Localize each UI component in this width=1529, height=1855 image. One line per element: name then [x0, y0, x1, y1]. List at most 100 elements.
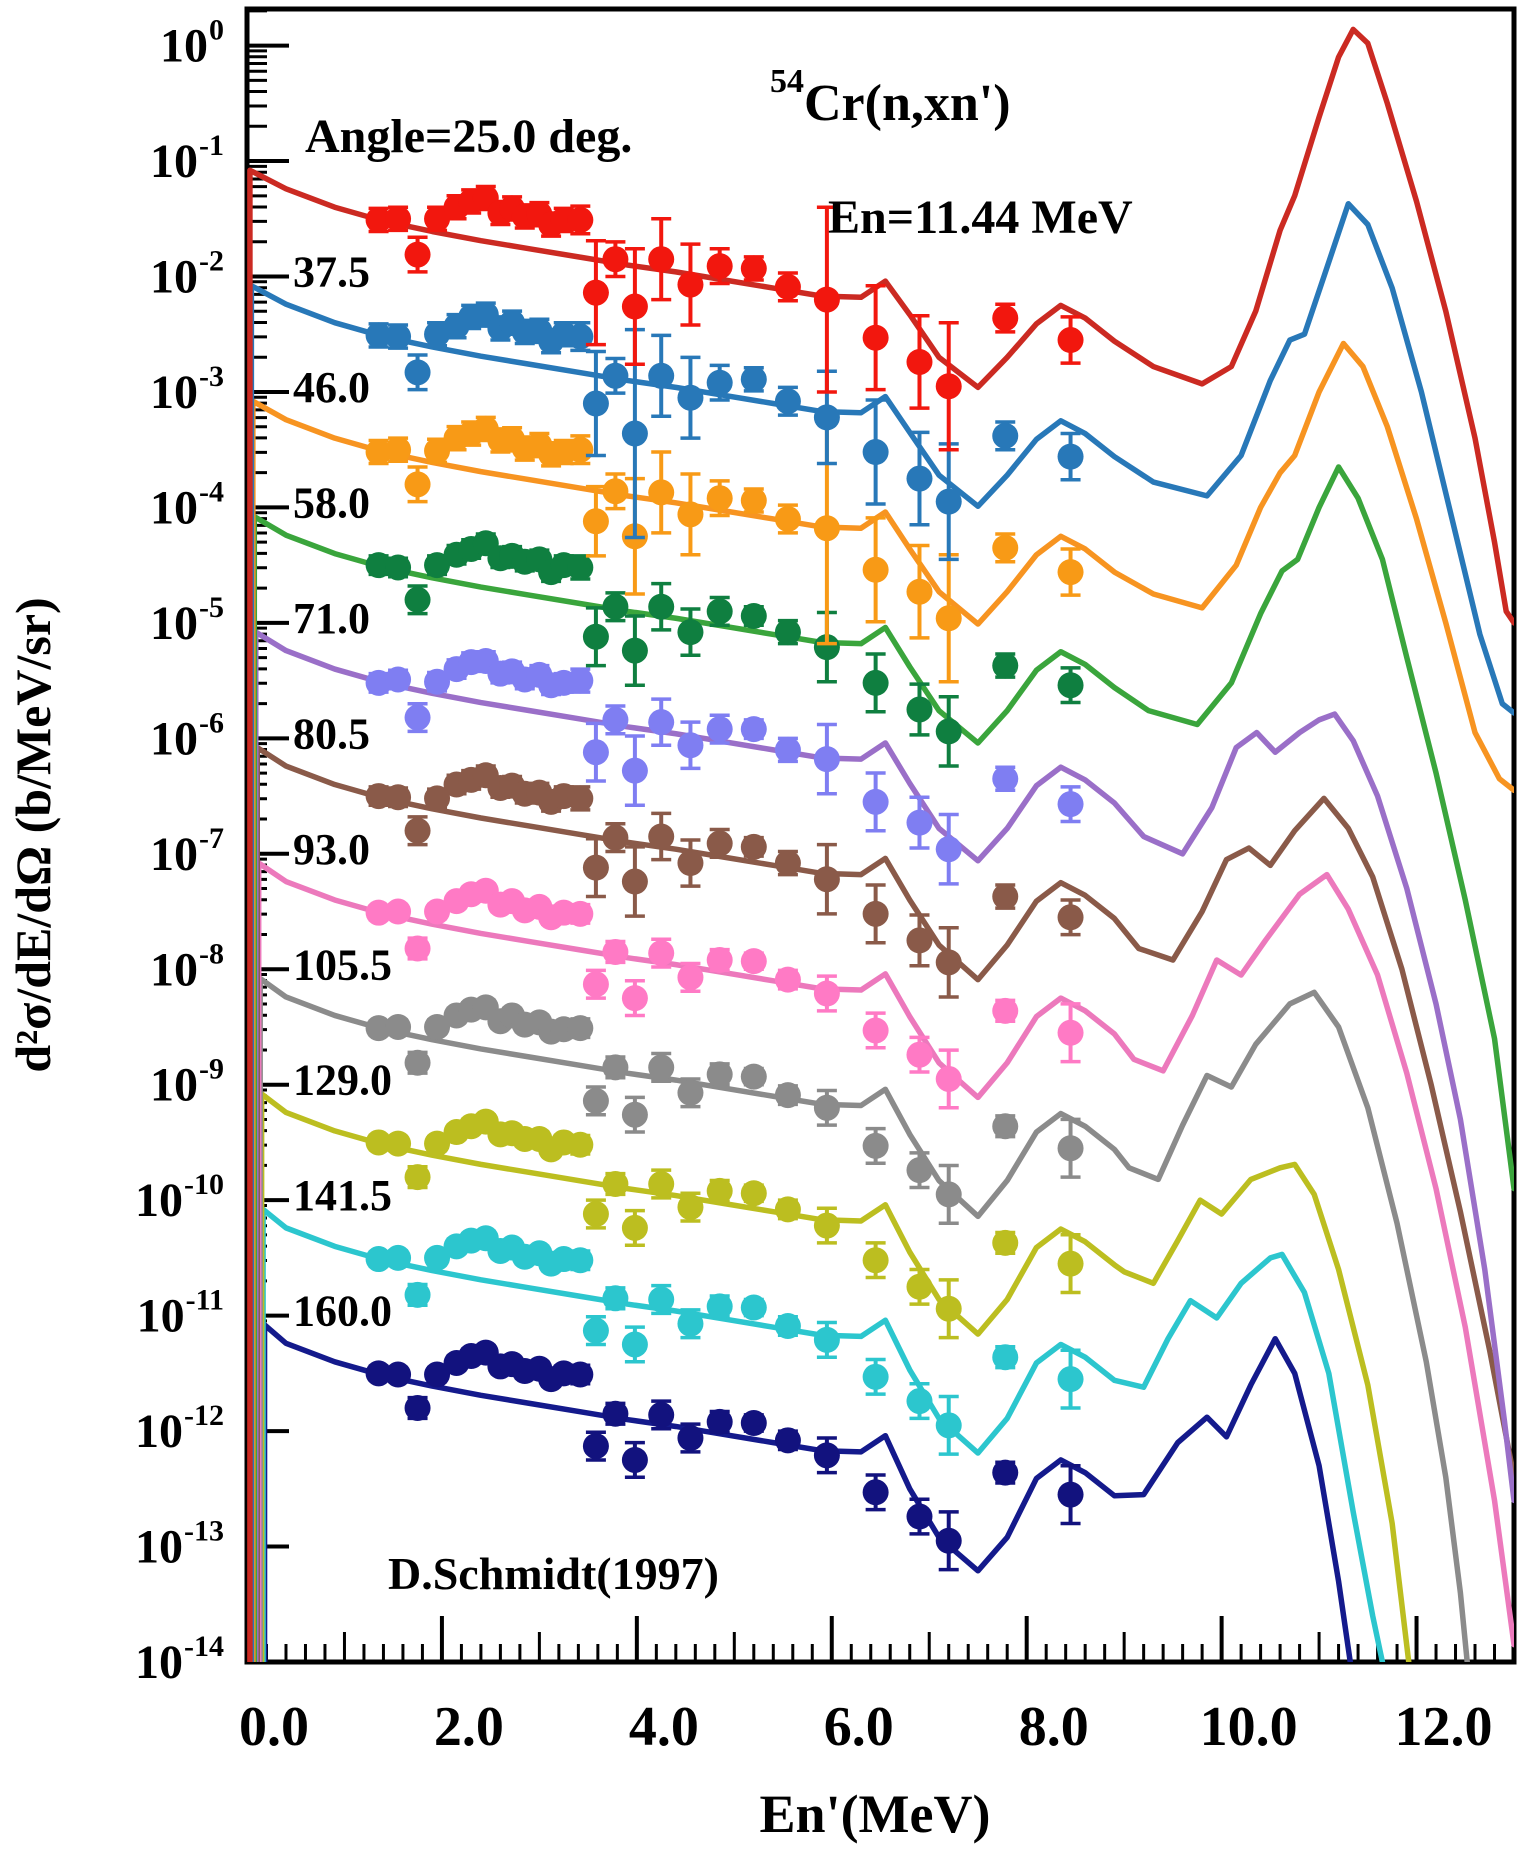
y-axis-title: d²σ/dE/dΩ (b/MeV/sr) — [5, 597, 61, 1072]
data-point — [906, 578, 933, 605]
angle-curve-label: 80.5 — [293, 709, 370, 758]
data-point — [862, 900, 889, 927]
model-curve-129.0 — [258, 1091, 1412, 1662]
data-point — [424, 321, 451, 348]
y-tick-label: 10-13 — [135, 1515, 224, 1574]
data-point — [582, 971, 609, 998]
series-layer — [247, 26, 1514, 1662]
data-point — [602, 706, 629, 733]
data-point — [992, 305, 1019, 332]
model-curve-80.5 — [254, 744, 1514, 1662]
data-point — [862, 1363, 889, 1390]
data-point — [567, 900, 594, 927]
data-point — [992, 1229, 1019, 1256]
data-point — [862, 1479, 889, 1506]
data-point — [906, 465, 933, 492]
data-point — [906, 1503, 933, 1530]
series-160.0 — [261, 1322, 1354, 1662]
data-point — [424, 437, 451, 464]
data-point — [621, 868, 648, 895]
angle-curve-labels: 37.5 46.0 58.0 71.0 80.5 93.0 105.5 129.0 141.5 1… — [293, 248, 392, 1336]
y-tick-label: 10-8 — [150, 937, 224, 996]
data-point — [774, 505, 801, 532]
data-point — [424, 1130, 451, 1157]
x-tick-label: 4.0 — [629, 1696, 699, 1758]
y-tick-label: 10-4 — [150, 475, 224, 534]
series-58.0 — [251, 464, 1514, 1662]
model-curve-37.5 — [248, 201, 1514, 1662]
data-point — [365, 1015, 392, 1042]
data-point — [567, 554, 594, 581]
data-point — [385, 666, 412, 693]
data-point — [404, 586, 431, 613]
data-point — [602, 1400, 629, 1427]
x-tick-label: 2.0 — [434, 1696, 504, 1758]
y-tick-label: 100 — [160, 14, 224, 73]
data-point — [567, 1361, 594, 1388]
data-point — [1057, 1366, 1084, 1393]
y-tick-label: 10-9 — [150, 1053, 224, 1112]
series-25.0 — [247, 26, 1514, 1662]
data-point — [677, 384, 704, 411]
data-point — [935, 1527, 962, 1554]
data-point — [935, 373, 962, 400]
data-point — [935, 718, 962, 745]
data-point — [706, 253, 733, 280]
data-point — [621, 985, 648, 1012]
data-point — [906, 1041, 933, 1068]
data-point — [424, 205, 451, 232]
data-point — [935, 1295, 962, 1322]
data-point — [935, 949, 962, 976]
data-point — [677, 732, 704, 759]
data-point — [906, 696, 933, 723]
data-point — [621, 1214, 648, 1241]
data-point — [906, 348, 933, 375]
data-point — [906, 1157, 933, 1184]
data-point — [567, 1015, 594, 1042]
series-105.5 — [257, 975, 1470, 1662]
data-point — [774, 966, 801, 993]
data-point — [935, 1065, 962, 1092]
data-point — [677, 619, 704, 646]
data-point — [1057, 1250, 1084, 1277]
data-point — [365, 552, 392, 579]
data-point — [385, 898, 412, 925]
data-point — [1057, 443, 1084, 470]
data-point — [602, 1171, 629, 1198]
angle-curve-label: 37.5 — [293, 248, 370, 297]
data-point — [582, 1317, 609, 1344]
data-point — [1057, 327, 1084, 354]
data-point — [385, 1130, 412, 1157]
angle-curve-label: 141.5 — [293, 1171, 392, 1220]
x-tick-label: 10.0 — [1200, 1696, 1298, 1758]
data-point — [365, 1246, 392, 1273]
data-point — [740, 1294, 767, 1321]
data-point — [774, 1427, 801, 1454]
data-point — [706, 1177, 733, 1204]
data-point — [648, 593, 675, 620]
data-point — [813, 1094, 840, 1121]
series-80.5 — [254, 744, 1514, 1662]
data-point — [602, 362, 629, 389]
data-point — [774, 388, 801, 415]
data-point — [404, 471, 431, 498]
data-point — [862, 556, 889, 583]
model-curve-141.5 — [260, 1206, 1386, 1662]
data-point — [906, 1388, 933, 1415]
data-point — [740, 833, 767, 860]
data-point — [935, 488, 962, 515]
data-point — [992, 1113, 1019, 1140]
isotope-mass-superscript: 54 — [770, 63, 804, 100]
data-point — [404, 359, 431, 386]
data-point — [706, 716, 733, 743]
data-point — [567, 1131, 594, 1158]
data-point — [774, 850, 801, 877]
data-point — [648, 1054, 675, 1081]
data-point — [621, 1331, 648, 1358]
series-37.5 — [248, 201, 1514, 1662]
data-point — [813, 1326, 840, 1353]
data-point — [385, 436, 412, 463]
series-141.5 — [260, 1206, 1386, 1662]
